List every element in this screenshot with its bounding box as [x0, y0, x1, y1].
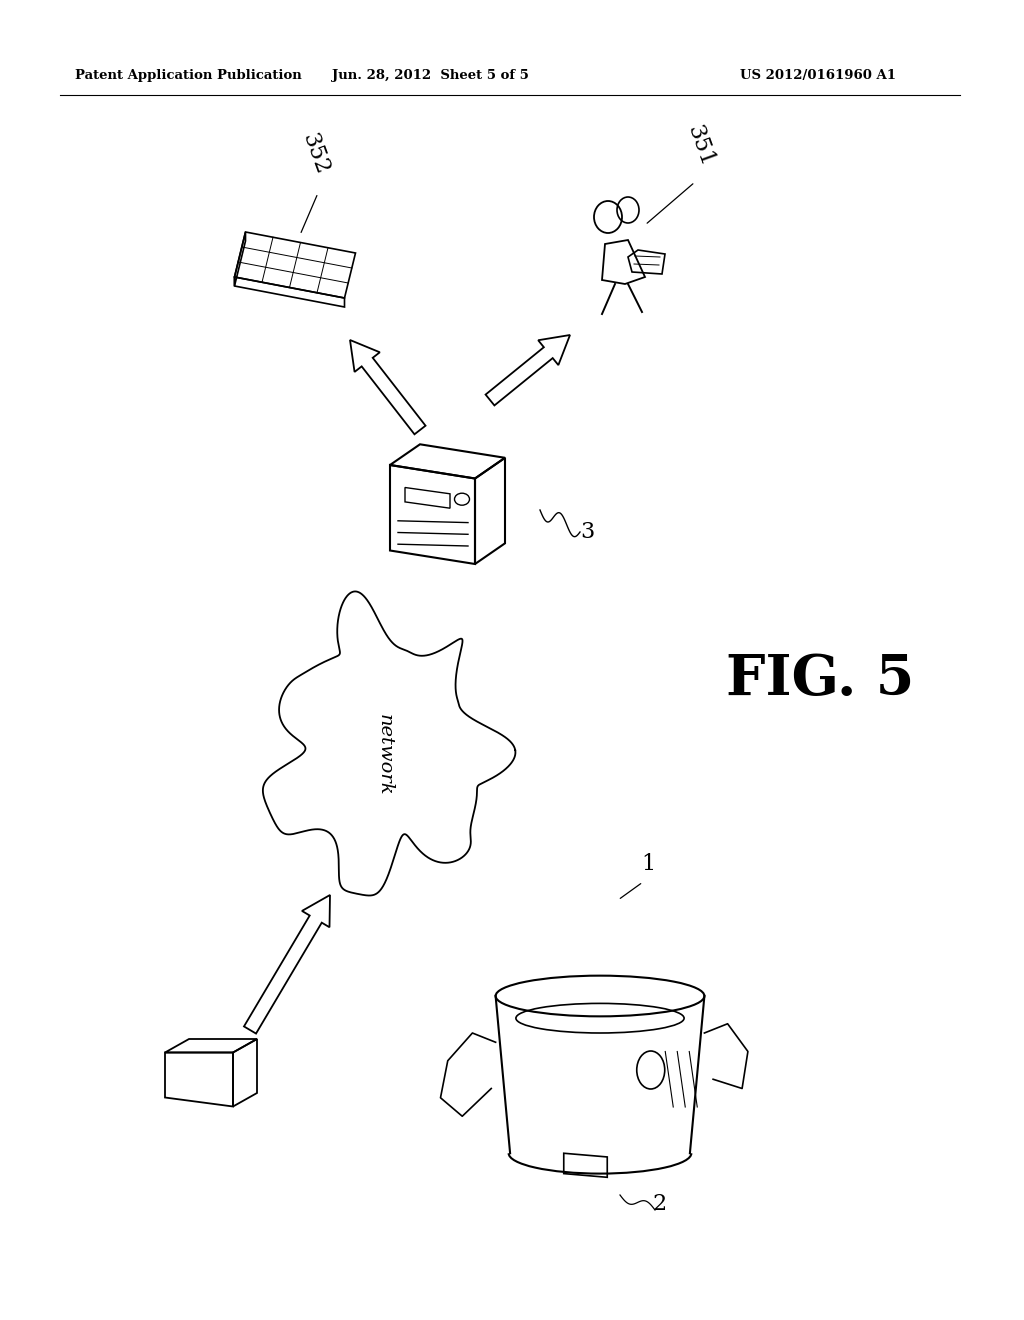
Text: 1: 1 [641, 853, 655, 875]
Text: FIG. 5: FIG. 5 [726, 652, 914, 708]
Text: Jun. 28, 2012  Sheet 5 of 5: Jun. 28, 2012 Sheet 5 of 5 [332, 69, 528, 82]
Text: 3: 3 [580, 521, 594, 543]
Text: 352: 352 [297, 131, 333, 178]
Text: 2: 2 [653, 1193, 667, 1214]
Text: network: network [376, 714, 394, 796]
Text: 351: 351 [682, 123, 718, 170]
Text: Patent Application Publication: Patent Application Publication [75, 69, 302, 82]
Text: US 2012/0161960 A1: US 2012/0161960 A1 [740, 69, 896, 82]
